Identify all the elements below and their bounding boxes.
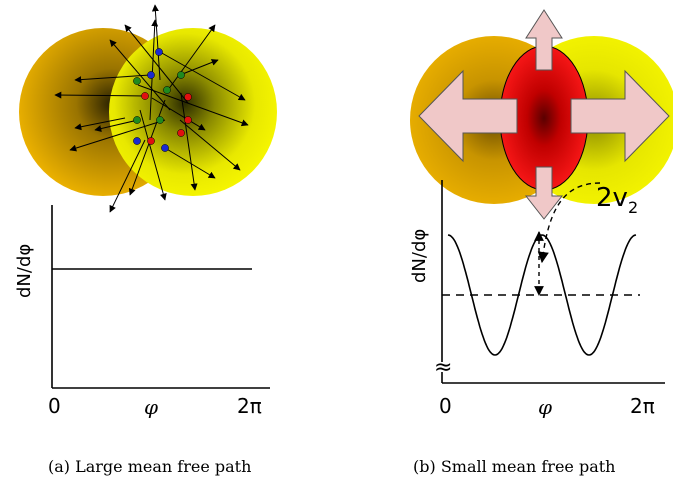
particle-track — [74, 117, 126, 131]
particle-track — [180, 92, 198, 191]
particle — [163, 86, 171, 94]
nucleus-right — [109, 28, 277, 196]
y-axis-label: dN/dφ — [14, 244, 35, 298]
annotation-pointer — [537, 182, 601, 264]
particle-track — [151, 97, 206, 131]
x-axis-label: φ — [538, 395, 552, 419]
particle — [147, 71, 155, 79]
panel-a: dN/dφ 0 φ 2π (a) Large mean free path — [14, 4, 277, 476]
collision-illustration-b — [410, 9, 673, 220]
caption-a: (a) Large mean free path — [48, 457, 251, 476]
axis-break-symbol: ≈ — [434, 355, 452, 380]
particle — [133, 116, 141, 124]
particle-track — [109, 139, 146, 213]
x-tick-two-pi: 2π — [237, 394, 262, 418]
particle — [133, 137, 141, 145]
particle-track — [164, 147, 216, 179]
particle-track — [94, 119, 139, 132]
particle-track — [159, 51, 246, 101]
x-axis-label: φ — [144, 395, 158, 419]
arrow-up — [525, 9, 563, 71]
particle-tracks — [54, 4, 249, 213]
particle-track — [74, 74, 151, 84]
x-tick-zero: 0 — [48, 394, 61, 418]
particle — [177, 71, 185, 79]
particle — [141, 92, 149, 100]
plot-a: dN/dφ 0 φ 2π — [14, 205, 270, 419]
particle-track — [137, 84, 249, 127]
x-tick-two-pi: 2π — [630, 394, 655, 418]
plot-b: ≈ 2v2 dN/dφ 0 φ 2π — [409, 180, 665, 419]
particle-track — [179, 119, 241, 171]
arrow-right — [570, 69, 670, 163]
particle-track — [167, 24, 216, 91]
arrow-left — [418, 69, 518, 163]
particle — [147, 137, 155, 145]
particle-track — [109, 39, 171, 111]
particle — [156, 116, 164, 124]
caption-b: (b) Small mean free path — [413, 457, 615, 476]
particle — [184, 93, 192, 101]
x-tick-zero: 0 — [439, 394, 452, 418]
particle-track — [149, 19, 159, 121]
particle-track — [124, 24, 189, 104]
particle — [155, 48, 163, 56]
particle-track — [69, 119, 166, 152]
v2-annotation: 2v2 — [596, 183, 638, 217]
particle-track — [128, 99, 166, 196]
arrow-down — [524, 166, 564, 220]
collision-illustration-a — [19, 4, 277, 213]
particle — [184, 116, 192, 124]
y-axis-label: dN/dφ — [409, 229, 430, 283]
particle-track — [54, 91, 146, 99]
particle — [177, 129, 185, 137]
particle-track — [139, 109, 167, 201]
particle — [161, 144, 169, 152]
panel-b: ≈ 2v2 dN/dφ 0 φ 2π (b) Small mean free p… — [409, 9, 673, 476]
particle — [133, 77, 141, 85]
particle-track — [179, 59, 219, 76]
